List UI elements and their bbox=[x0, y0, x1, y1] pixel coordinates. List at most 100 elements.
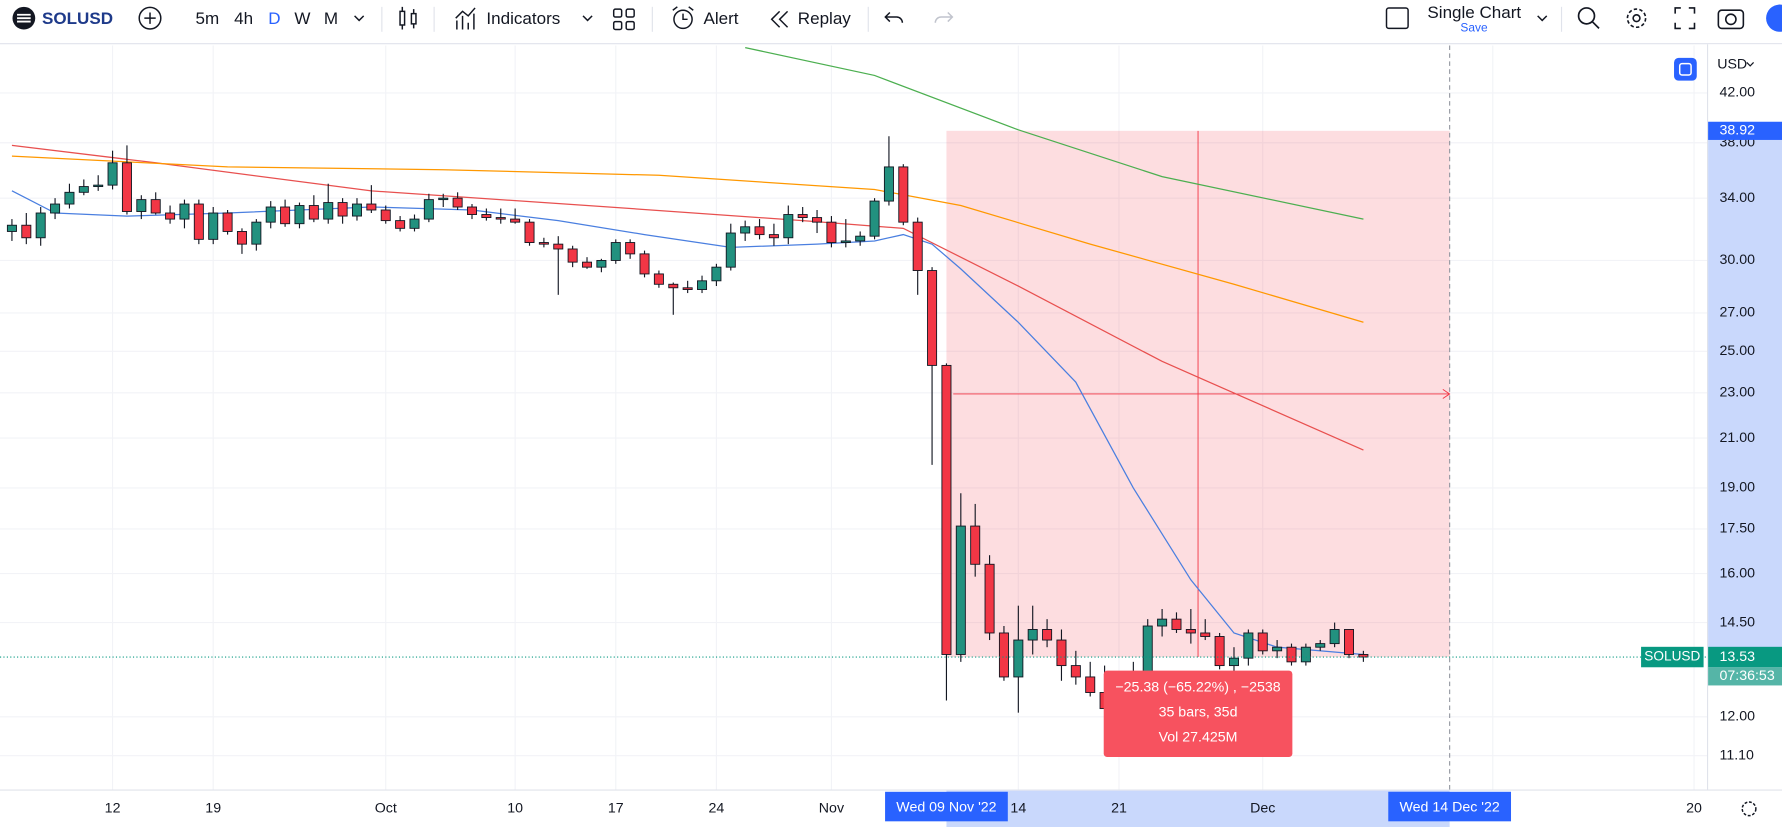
candle-body bbox=[1056, 639, 1067, 667]
x-tick-label: 19 bbox=[205, 801, 221, 817]
indicators-button[interactable]: Indicators bbox=[486, 9, 560, 28]
candle-body bbox=[567, 248, 578, 263]
x-tick-label: Nov bbox=[819, 801, 845, 817]
candle-body bbox=[984, 563, 995, 634]
settings-button[interactable] bbox=[1626, 8, 1647, 29]
replay-icon bbox=[770, 10, 789, 28]
save-button[interactable]: Save bbox=[1460, 21, 1488, 35]
candle-body bbox=[1243, 632, 1254, 659]
candle-body bbox=[6, 224, 17, 232]
candle-body bbox=[1214, 636, 1225, 667]
candle-body bbox=[754, 226, 765, 236]
crosshair-date: Wed 09 Nov '22 bbox=[896, 799, 996, 815]
crosshair-price-box bbox=[1708, 121, 1782, 140]
layouts-button[interactable] bbox=[612, 8, 635, 31]
y-tick-label: 25.00 bbox=[1719, 343, 1755, 359]
candle-body bbox=[308, 205, 319, 220]
compare-button[interactable] bbox=[138, 6, 162, 30]
candle-body bbox=[323, 202, 334, 220]
candle-body bbox=[78, 186, 89, 193]
candle-body bbox=[1228, 657, 1239, 667]
candle-body bbox=[1272, 646, 1283, 652]
indicators-menu[interactable] bbox=[582, 15, 593, 22]
candle-body bbox=[495, 217, 506, 220]
moving-average bbox=[745, 46, 1364, 220]
candle-body bbox=[768, 234, 779, 239]
undo-button[interactable] bbox=[884, 11, 904, 23]
snapshot-button[interactable] bbox=[1717, 9, 1745, 30]
candle-body bbox=[797, 214, 808, 219]
compare-plus bbox=[144, 12, 156, 24]
y-tick-label: 14.50 bbox=[1719, 614, 1755, 630]
crosshair-date-box bbox=[1388, 791, 1512, 822]
y-tick-label: 30.00 bbox=[1719, 252, 1755, 268]
y-tick-label: 17.50 bbox=[1719, 521, 1755, 537]
candle-body bbox=[639, 253, 650, 275]
candle-body bbox=[93, 184, 104, 188]
measure-tooltip-text: −25.38 (−65.22%) , −2538 bbox=[1115, 679, 1280, 695]
candle-body bbox=[466, 206, 478, 215]
price-axis-highlight bbox=[1708, 130, 1782, 658]
candle-body bbox=[510, 218, 521, 223]
crosshair-date-box bbox=[885, 791, 1008, 822]
candle-body bbox=[998, 632, 1009, 678]
toolbar-bg bbox=[0, 0, 1782, 44]
time-axis-highlight bbox=[946, 790, 1450, 827]
candle-body bbox=[1157, 618, 1168, 627]
candle-body bbox=[883, 166, 894, 202]
candle-body bbox=[1257, 632, 1268, 652]
layout-name[interactable]: Single Chart bbox=[1427, 3, 1521, 22]
candle-body bbox=[236, 231, 247, 245]
interval-menu[interactable] bbox=[354, 15, 365, 22]
symbol[interactable]: SOLUSD bbox=[42, 9, 113, 28]
candle-body bbox=[280, 206, 291, 225]
candle-body bbox=[64, 191, 75, 205]
redo-button[interactable] bbox=[934, 11, 954, 23]
candle-body bbox=[1142, 625, 1153, 678]
candle-body bbox=[1171, 618, 1182, 630]
candle-body bbox=[927, 270, 938, 366]
indicators-icon bbox=[455, 7, 476, 30]
measure-tooltip bbox=[1103, 670, 1293, 758]
candle-body bbox=[222, 212, 233, 232]
interval[interactable]: M bbox=[324, 9, 338, 28]
y-tick-label: 12.00 bbox=[1719, 709, 1755, 725]
candle-body bbox=[193, 203, 204, 240]
candle-body bbox=[682, 287, 693, 290]
candle-body bbox=[35, 212, 46, 239]
candle-body bbox=[625, 242, 636, 255]
profile-button[interactable] bbox=[1766, 4, 1782, 32]
candle-body bbox=[136, 199, 147, 212]
y-tick-label: 11.10 bbox=[1719, 747, 1754, 763]
last-price: 13.53 bbox=[1719, 649, 1755, 665]
interval[interactable]: 5m bbox=[195, 9, 219, 28]
candle-body bbox=[121, 162, 132, 212]
candle-body bbox=[1185, 629, 1196, 634]
layout-icon[interactable] bbox=[1385, 7, 1409, 30]
auto-scale-button[interactable] bbox=[1674, 57, 1697, 81]
candle-body bbox=[380, 209, 391, 222]
candle-body bbox=[970, 525, 981, 565]
axis-settings[interactable] bbox=[1741, 801, 1757, 817]
interval[interactable]: W bbox=[294, 9, 311, 28]
alert-button[interactable]: Alert bbox=[703, 9, 738, 28]
candle-body bbox=[1329, 629, 1340, 645]
fullscreen-button[interactable] bbox=[1674, 7, 1696, 30]
candle-body bbox=[955, 525, 966, 655]
chart-type-button[interactable] bbox=[399, 6, 417, 30]
x-tick-label: Oct bbox=[375, 801, 397, 817]
layout-menu[interactable] bbox=[1537, 15, 1548, 22]
replay-button[interactable]: Replay bbox=[798, 9, 852, 28]
candle-body bbox=[898, 166, 909, 223]
search-button[interactable] bbox=[1577, 7, 1600, 30]
interval[interactable]: 4h bbox=[234, 9, 253, 28]
candle-body bbox=[107, 162, 118, 186]
candle-body bbox=[50, 203, 61, 214]
interval-active[interactable]: D bbox=[268, 9, 280, 28]
candle-body bbox=[538, 242, 549, 245]
last-price-box bbox=[1708, 646, 1782, 668]
candle-body bbox=[855, 235, 866, 242]
candle-body bbox=[840, 240, 851, 243]
